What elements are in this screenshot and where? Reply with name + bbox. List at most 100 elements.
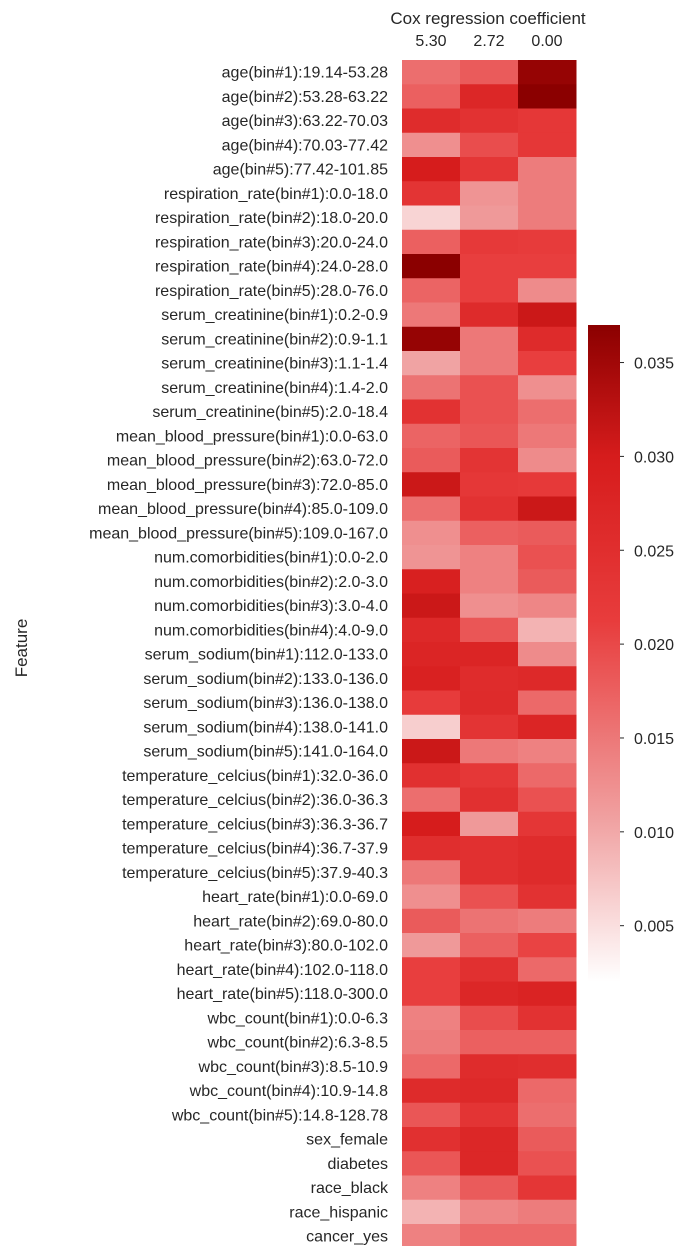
heatmap-cell (460, 60, 519, 85)
heatmap-cell (402, 933, 461, 958)
heatmap-cell (402, 1030, 461, 1055)
heatmap-cell (402, 351, 461, 376)
heatmap-cell (460, 1054, 519, 1079)
heatmap-cell (460, 593, 519, 619)
heatmap-cell (518, 617, 577, 643)
row-label: age(bin#4):70.03-77.42 (222, 137, 388, 154)
heatmap-cell (518, 157, 577, 182)
row-label: mean_blood_pressure(bin#2):63.0-72.0 (107, 453, 388, 470)
heatmap-cell (518, 351, 577, 376)
heatmap-cell (460, 1005, 519, 1031)
heatmap-cell (460, 375, 519, 400)
row-label: temperature_celcius(bin#4):36.7-37.9 (122, 841, 388, 858)
heatmap-cell (402, 981, 461, 1007)
heatmap-cell (460, 908, 519, 934)
heatmap-cell (460, 763, 519, 788)
heatmap-cell (402, 205, 461, 231)
heatmap-cell (518, 545, 577, 570)
row-label: serum_creatinine(bin#4):1.4-2.0 (161, 380, 388, 397)
row-label: mean_blood_pressure(bin#1):0.0-63.0 (116, 428, 388, 445)
heatmap-cell (460, 423, 519, 449)
heatmap-cell (402, 60, 461, 85)
heatmap-cell (518, 1078, 577, 1104)
row-label: cancer_yes (306, 1229, 388, 1246)
heatmap-cell (460, 132, 519, 158)
heatmap-cell (402, 302, 461, 328)
heatmap-cell (518, 229, 577, 255)
heatmap-cell (402, 908, 461, 934)
heatmap-cell (460, 981, 519, 1007)
heatmap-cell (460, 714, 519, 740)
column-label: 5.30 (415, 33, 446, 50)
heatmap-cell (402, 181, 461, 206)
heatmap-cell (518, 836, 577, 861)
heatmap-cell (518, 399, 577, 425)
heatmap-cell (402, 1224, 461, 1246)
row-label: respiration_rate(bin#4):24.0-28.0 (155, 259, 388, 276)
row-label: serum_sodium(bin#5):141.0-164.0 (143, 744, 388, 761)
heatmap-cell (460, 205, 519, 231)
heatmap-cell (402, 472, 461, 497)
heatmap-cell (518, 642, 577, 667)
heatmap-cell (518, 860, 577, 885)
heatmap-cell (402, 617, 461, 643)
heatmap-cell (460, 108, 519, 134)
row-label: serum_sodium(bin#3):136.0-138.0 (143, 695, 388, 712)
heatmap-cell (460, 254, 519, 279)
heatmap-cell (518, 132, 577, 158)
row-label: wbc_count(bin#1):0.0-6.3 (206, 1010, 388, 1027)
heatmap-cell (518, 981, 577, 1007)
colorbar (588, 325, 620, 982)
heatmap-cell (402, 545, 461, 570)
row-label: mean_blood_pressure(bin#4):85.0-109.0 (98, 501, 388, 518)
heatmap-cell (518, 326, 577, 352)
heatmap-cell (518, 1127, 577, 1152)
row-label: serum_sodium(bin#4):138.0-141.0 (143, 719, 388, 736)
heatmap-cell (518, 569, 577, 594)
heatmap-cell (402, 84, 461, 109)
heatmap-cell (402, 326, 461, 352)
heatmap-cell (460, 278, 519, 303)
colorbar-tick-label: 0.030 (634, 449, 674, 466)
row-label: serum_sodium(bin#1):112.0-133.0 (145, 647, 389, 664)
row-label: mean_blood_pressure(bin#5):109.0-167.0 (89, 525, 388, 542)
heatmap-cell (402, 1175, 461, 1201)
heatmap-cell (402, 957, 461, 982)
colorbar-tick-label: 0.015 (634, 731, 674, 748)
heatmap-cell (518, 423, 577, 449)
heatmap-cell (460, 739, 519, 764)
heatmap-cell (460, 472, 519, 497)
heatmap-cell (460, 1102, 519, 1128)
heatmap-cell (460, 448, 519, 473)
heatmap-cell (402, 593, 461, 619)
row-label: serum_creatinine(bin#3):1.1-1.4 (161, 356, 388, 373)
row-label: serum_creatinine(bin#1):0.2-0.9 (161, 307, 388, 324)
heatmap-cell (460, 690, 519, 716)
column-label: 0.00 (531, 33, 562, 50)
heatmap-cell (402, 787, 461, 813)
row-label: age(bin#1):19.14-53.28 (222, 65, 388, 82)
heatmap-cell (402, 763, 461, 788)
heatmap-cell (518, 520, 577, 546)
heatmap-cell (460, 84, 519, 109)
row-label: serum_creatinine(bin#2):0.9-1.1 (161, 331, 388, 348)
heatmap-cell (518, 496, 577, 522)
heatmap-cell (460, 302, 519, 328)
heatmap-cell (460, 545, 519, 570)
heatmap-cell (402, 811, 461, 837)
column-label: 2.72 (473, 33, 504, 50)
row-label: diabetes (328, 1156, 389, 1173)
row-label: sex_female (306, 1132, 388, 1149)
heatmap-cell (460, 957, 519, 982)
row-label: age(bin#3):63.22-70.03 (222, 113, 388, 130)
heatmap-cell (518, 181, 577, 206)
row-label: heart_rate(bin#2):69.0-80.0 (193, 913, 388, 930)
heatmap-cell (402, 739, 461, 764)
heatmap-cell (460, 157, 519, 182)
heatmap-cell (402, 496, 461, 522)
heatmap-cell (518, 1005, 577, 1031)
chart-title: Cox regression coefficient (390, 9, 586, 28)
colorbar-ticks: 0.005 0.010 0.015 0.020 0.025 0.030 0.035 (620, 356, 674, 936)
heatmap-cell (518, 1102, 577, 1128)
heatmap-cell (402, 642, 461, 667)
